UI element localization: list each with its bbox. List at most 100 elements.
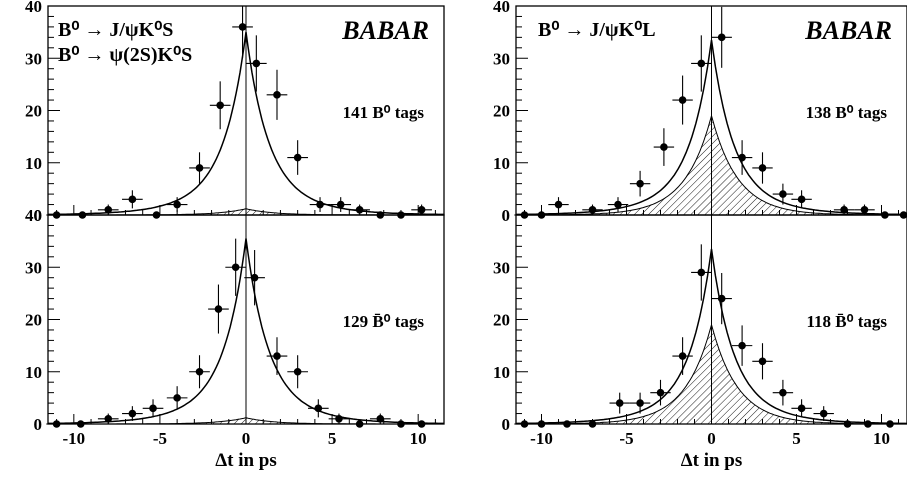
panel-bottom-left: 0 10 20 30 40 -10 -5 0 5 10 Δt in ps 129 B̄⁰ tags [25,206,445,471]
data-point [250,273,259,282]
x-tick-label: -5 [619,429,633,448]
data-point [316,200,324,209]
y-tick-label: 10 [493,154,510,173]
data-point [335,414,343,423]
data-point [293,367,302,376]
data-point [843,420,852,428]
data-point [336,200,345,209]
data-point [697,268,706,277]
background-component-area [48,417,444,425]
x-tick-label: 10 [410,429,427,448]
y-tick-label: 20 [25,102,42,121]
x-tick-label: -5 [153,429,167,448]
x-tick-label: 5 [328,429,337,448]
data-point [717,33,726,42]
data-point [417,205,426,214]
y-tick-label: 40 [25,0,42,16]
data-point [779,190,787,198]
y-tick-label: 0 [34,415,43,434]
data-point [636,399,644,407]
data-point [819,409,828,418]
y-tick-label: 30 [25,258,42,277]
babar-logo-text: BABAR [341,16,429,45]
data-point [355,205,364,214]
x-axis-title: Δt in ps [215,450,277,471]
fit-curve [515,248,907,425]
y-tick-label: 20 [493,102,510,121]
data-point [417,420,426,428]
data-point [588,205,597,214]
data-point [537,420,546,428]
data-point [273,352,281,360]
data-point [397,420,405,428]
tag-count-label: 129 B̄⁰ tags [343,312,425,331]
data-point [697,59,706,68]
data-point [738,153,746,162]
data-point [797,404,806,413]
y-tick-label: 30 [493,258,510,277]
data-point [660,143,668,151]
y-tick-label: 0 [502,415,511,434]
decay-channel-label: B⁰ → ψ(2S)K⁰S [58,44,192,66]
data-point [864,420,872,428]
data-point [195,367,204,376]
background-component-area [515,322,907,425]
data-point [173,394,181,402]
data-point [376,414,385,423]
y-tick-label: 10 [25,154,42,173]
data-point [656,388,665,397]
data-point [314,404,323,413]
y-tick-label: 0 [34,206,43,225]
data-point [173,200,181,209]
y-tick-label: 10 [493,363,510,382]
data-point [615,399,624,407]
y-tick-label: 0 [502,206,511,225]
data-point [797,195,806,204]
data-point [128,195,137,204]
data-point [678,352,687,360]
data-point [355,420,364,428]
y-tick-label: 40 [493,0,510,16]
x-tick-label: -10 [530,429,553,448]
data-point [758,164,767,172]
x-tick-label: 0 [707,429,716,448]
data-point [238,23,247,31]
data-point [52,420,61,428]
data-point [860,205,869,214]
data-point [216,101,224,110]
data-point [758,357,767,366]
babar-logo-text: BABAR [804,16,892,45]
y-tick-label: 20 [25,311,42,330]
data-point [840,205,848,214]
data-point [554,200,563,209]
data-point [231,263,240,272]
x-tick-label: 10 [873,429,890,448]
data-point [779,388,787,397]
data-point [636,179,644,188]
data-point [128,409,137,418]
x-tick-label: 5 [792,429,801,448]
y-tick-label: 30 [25,49,42,68]
data-point [214,305,223,313]
panel-top-left: 0 10 20 30 40 B⁰ → J/ψK⁰S B⁰ → ψ(2S)K⁰S BABAR 14… [25,0,445,225]
y-tick-label: 40 [25,206,42,225]
x-axis-title: Δt in ps [681,450,743,471]
y-tick-label: 30 [493,49,510,68]
data-point [273,91,281,99]
panel-bottom-right: 0 10 20 30 -10 -5 0 5 10 Δt in ps 118 B̄⁰ tags [493,214,907,471]
y-tick-label: 20 [493,311,510,330]
data-point [104,205,113,214]
x-tick-label: -10 [62,429,85,448]
y-tick-label: 10 [25,363,42,382]
tag-count-label: 141 B⁰ tags [343,103,425,122]
decay-channel-label: B⁰ → J/ψK⁰S [58,19,173,41]
data-point [149,404,157,413]
decay-channel-label: B⁰ → J/ψK⁰L [538,19,656,41]
data-point [717,294,726,303]
data-point [293,153,302,162]
data-point [252,59,261,68]
data-point [520,420,529,428]
x-tick-label: 0 [242,429,251,448]
tag-count-label: 118 B̄⁰ tags [807,312,888,331]
